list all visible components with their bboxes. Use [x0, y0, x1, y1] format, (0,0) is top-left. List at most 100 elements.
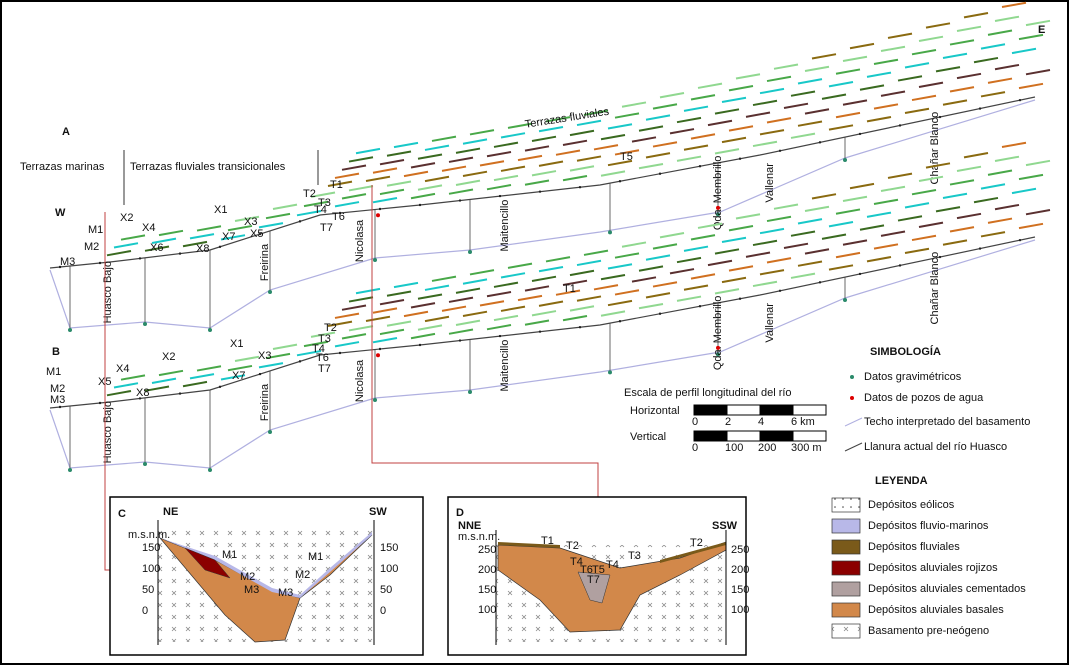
terrace [887, 32, 913, 39]
terrace [524, 285, 550, 292]
terrace [1025, 19, 1051, 27]
label: T6 [580, 564, 593, 576]
terrace [517, 154, 543, 162]
node [778, 149, 782, 152]
gravimetric-point [608, 230, 612, 235]
node [1018, 238, 1022, 242]
label: 50 [380, 584, 392, 596]
node [98, 401, 102, 405]
terrace [904, 62, 930, 69]
terrace [790, 132, 816, 139]
node [938, 255, 942, 259]
terrace [531, 275, 557, 282]
terrace [355, 147, 381, 155]
terrace [835, 251, 861, 259]
terrace [120, 374, 146, 381]
terrace [341, 193, 367, 200]
label: LEYENDA [875, 475, 928, 487]
legend-swatch [831, 497, 861, 513]
terrace [455, 287, 481, 294]
terrace [500, 132, 526, 139]
terrace [1001, 1, 1027, 9]
label: 150 [731, 584, 749, 596]
terrace [828, 264, 854, 271]
label: Depósitos aluviales cementados [868, 583, 1026, 595]
terrace [994, 63, 1020, 71]
label: 0 [142, 605, 148, 617]
terrace [265, 212, 291, 220]
label: B [52, 346, 60, 358]
terrace [676, 295, 702, 302]
terrace [151, 377, 177, 384]
terrace [683, 245, 709, 252]
terrace [766, 75, 792, 83]
terrace [980, 231, 1006, 238]
scale-bar [726, 430, 761, 442]
terrace [911, 234, 937, 242]
terrace [486, 150, 512, 158]
terrace [151, 237, 177, 244]
terrace [607, 299, 633, 307]
label: NNE [458, 520, 481, 532]
terrace [310, 191, 336, 198]
node [578, 326, 582, 329]
terrace [697, 222, 723, 229]
label: E [1038, 24, 1045, 36]
sym [844, 442, 863, 452]
terrace [690, 133, 716, 140]
terrace [410, 192, 436, 200]
terrace [866, 211, 892, 218]
label: 0 [692, 416, 698, 428]
terrace [386, 320, 412, 327]
scale-bar [726, 404, 761, 416]
terrace [120, 234, 146, 241]
terrace [372, 196, 398, 204]
label: Chañar Blanco [929, 252, 941, 325]
label: 2 [725, 416, 731, 428]
label: Vallenar [764, 163, 776, 203]
terrace [721, 236, 747, 244]
terrace [469, 269, 495, 276]
node [618, 180, 622, 183]
node [58, 265, 62, 269]
label: T5 [620, 151, 633, 163]
terrace [956, 165, 982, 172]
terrace [500, 165, 526, 172]
terrace [562, 174, 588, 182]
label: M3 [60, 256, 75, 268]
terrace [417, 324, 443, 331]
terrace [448, 188, 474, 195]
terrace [455, 319, 481, 326]
label: SW [369, 506, 387, 518]
terrace [759, 129, 785, 136]
terrace [576, 119, 602, 127]
water-well [376, 213, 380, 218]
node [858, 272, 862, 276]
scale-bar [792, 404, 827, 416]
terrace [486, 183, 512, 191]
terrace [631, 136, 657, 143]
terrace [379, 188, 405, 196]
terrace [956, 212, 982, 220]
terrace [258, 222, 284, 229]
label: T4 [606, 559, 619, 571]
terrace [234, 215, 260, 223]
node [418, 343, 422, 347]
terrace [745, 251, 771, 258]
gravimetric-point [843, 298, 847, 302]
terrace [431, 135, 457, 142]
label: Qda. Membrillo [712, 156, 724, 231]
label: 100 [142, 563, 160, 575]
reddish [184, 547, 231, 579]
label: Qda. Membrillo [712, 296, 724, 371]
terrace [303, 200, 329, 208]
terrace [949, 179, 975, 186]
terrace [462, 138, 488, 145]
terrace [859, 84, 885, 91]
sym [850, 375, 854, 379]
terrace [804, 248, 830, 255]
sym [844, 417, 863, 427]
terrace [524, 179, 550, 186]
terrace [600, 170, 626, 177]
node [578, 186, 582, 189]
